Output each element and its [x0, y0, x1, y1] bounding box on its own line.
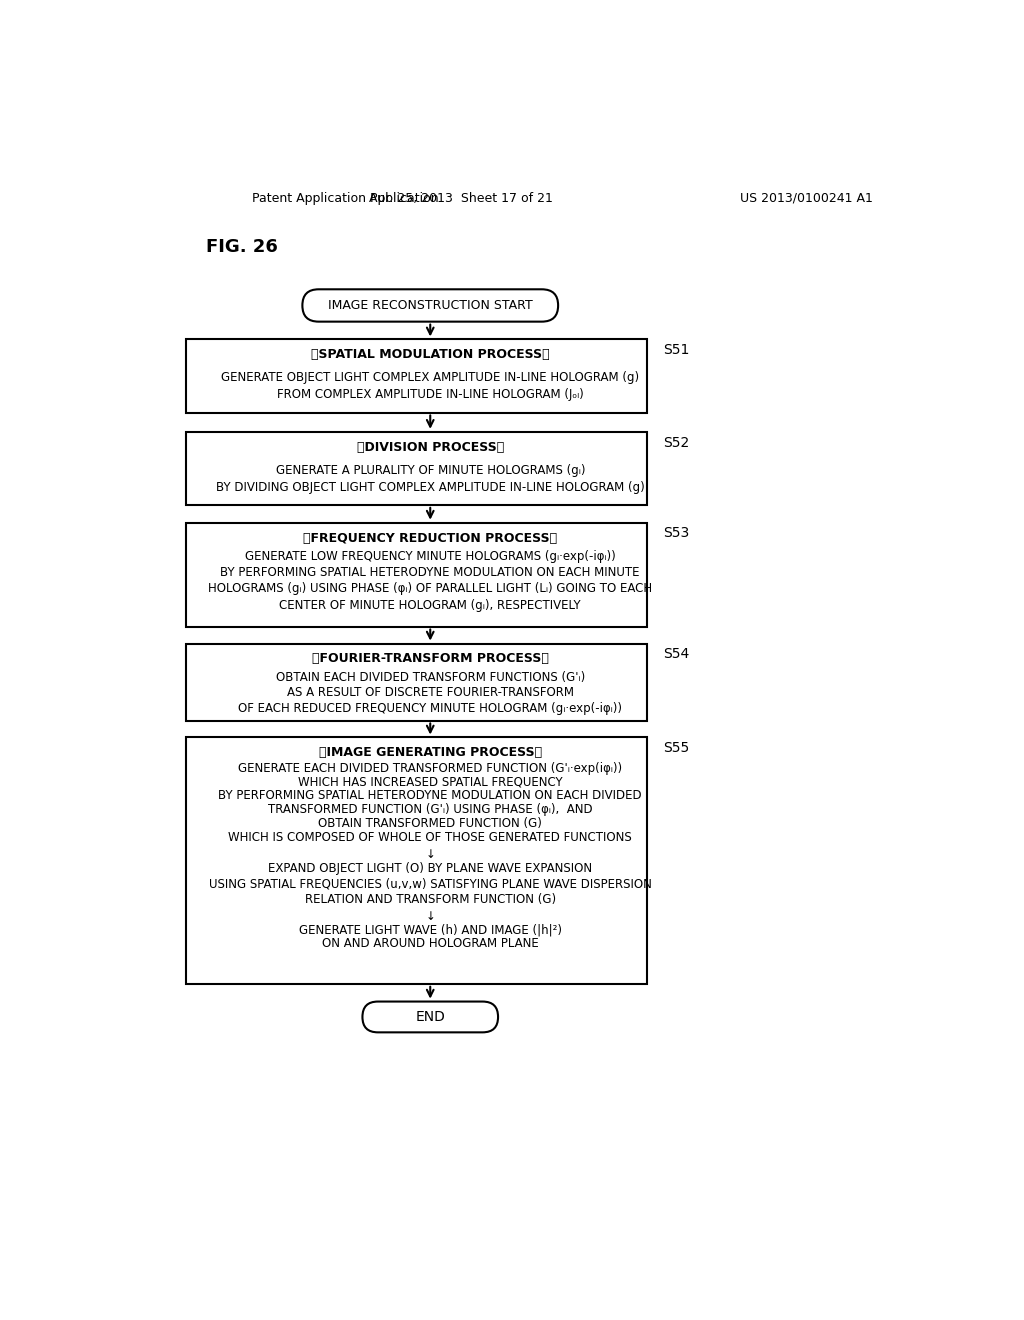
Text: END: END	[416, 1010, 445, 1024]
Text: ↓: ↓	[425, 847, 435, 861]
Bar	[186, 523, 647, 627]
Text: GENERATE EACH DIVIDED TRANSFORMED FUNCTION (G'ᵢ·exp(iφᵢ)): GENERATE EACH DIVIDED TRANSFORMED FUNCTI…	[239, 762, 623, 775]
Text: CENTER OF MINUTE HOLOGRAM (gᵢ), RESPECTIVELY: CENTER OF MINUTE HOLOGRAM (gᵢ), RESPECTI…	[280, 598, 581, 611]
Text: RELATION AND TRANSFORM FUNCTION (G): RELATION AND TRANSFORM FUNCTION (G)	[305, 892, 556, 906]
Text: S54: S54	[663, 647, 689, 661]
Text: ON AND AROUND HOLOGRAM PLANE: ON AND AROUND HOLOGRAM PLANE	[322, 937, 539, 950]
Text: OBTAIN TRANSFORMED FUNCTION (G): OBTAIN TRANSFORMED FUNCTION (G)	[318, 817, 542, 830]
FancyBboxPatch shape	[362, 1002, 498, 1032]
Text: HOLOGRAMS (gᵢ) USING PHASE (φᵢ) OF PARALLEL LIGHT (Lᵢ) GOING TO EACH: HOLOGRAMS (gᵢ) USING PHASE (φᵢ) OF PARAL…	[208, 582, 652, 595]
Text: GENERATE OBJECT LIGHT COMPLEX AMPLITUDE IN-LINE HOLOGRAM (g): GENERATE OBJECT LIGHT COMPLEX AMPLITUDE …	[221, 371, 639, 384]
Text: AS A RESULT OF DISCRETE FOURIER-TRANSFORM: AS A RESULT OF DISCRETE FOURIER-TRANSFOR…	[287, 686, 573, 700]
Text: ↓: ↓	[425, 909, 435, 923]
Bar	[186, 644, 647, 721]
Text: US 2013/0100241 A1: US 2013/0100241 A1	[740, 191, 873, 205]
Bar	[186, 339, 647, 412]
Text: OBTAIN EACH DIVIDED TRANSFORM FUNCTIONS (G'ᵢ): OBTAIN EACH DIVIDED TRANSFORM FUNCTIONS …	[275, 671, 585, 684]
Text: 【FREQUENCY REDUCTION PROCESS】: 【FREQUENCY REDUCTION PROCESS】	[303, 532, 557, 545]
Text: BY PERFORMING SPATIAL HETERODYNE MODULATION ON EACH MINUTE: BY PERFORMING SPATIAL HETERODYNE MODULAT…	[220, 566, 640, 579]
Text: Apr. 25, 2013  Sheet 17 of 21: Apr. 25, 2013 Sheet 17 of 21	[370, 191, 553, 205]
Bar	[186, 432, 647, 506]
Text: TRANSFORMED FUNCTION (G'ᵢ) USING PHASE (φᵢ),  AND: TRANSFORMED FUNCTION (G'ᵢ) USING PHASE (…	[268, 804, 593, 816]
Text: FROM COMPLEX AMPLITUDE IN-LINE HOLOGRAM (Jₒₗ): FROM COMPLEX AMPLITUDE IN-LINE HOLOGRAM …	[276, 388, 584, 401]
Text: USING SPATIAL FREQUENCIES (u,v,w) SATISFYING PLANE WAVE DISPERSION: USING SPATIAL FREQUENCIES (u,v,w) SATISF…	[209, 878, 651, 890]
Text: 【DIVISION PROCESS】: 【DIVISION PROCESS】	[356, 441, 504, 454]
Text: FIG. 26: FIG. 26	[206, 238, 278, 256]
Text: BY DIVIDING OBJECT LIGHT COMPLEX AMPLITUDE IN-LINE HOLOGRAM (g): BY DIVIDING OBJECT LIGHT COMPLEX AMPLITU…	[216, 480, 645, 494]
Text: S55: S55	[663, 742, 689, 755]
Text: GENERATE A PLURALITY OF MINUTE HOLOGRAMS (gᵢ): GENERATE A PLURALITY OF MINUTE HOLOGRAMS…	[275, 463, 585, 477]
Text: GENERATE LOW FREQUENCY MINUTE HOLOGRAMS (gᵢ·exp(-iφᵢ)): GENERATE LOW FREQUENCY MINUTE HOLOGRAMS …	[245, 550, 615, 564]
Text: 【FOURIER-TRANSFORM PROCESS】: 【FOURIER-TRANSFORM PROCESS】	[312, 652, 549, 665]
Text: 【SPATIAL MODULATION PROCESS】: 【SPATIAL MODULATION PROCESS】	[311, 348, 550, 362]
Text: IMAGE RECONSTRUCTION START: IMAGE RECONSTRUCTION START	[328, 298, 532, 312]
Text: BY PERFORMING SPATIAL HETERODYNE MODULATION ON EACH DIVIDED: BY PERFORMING SPATIAL HETERODYNE MODULAT…	[218, 789, 642, 803]
Text: OF EACH REDUCED FREQUENCY MINUTE HOLOGRAM (gᵢ·exp(-iφᵢ)): OF EACH REDUCED FREQUENCY MINUTE HOLOGRA…	[239, 702, 623, 714]
Text: S52: S52	[663, 436, 689, 450]
FancyBboxPatch shape	[302, 289, 558, 322]
Text: 【IMAGE GENERATING PROCESS】: 【IMAGE GENERATING PROCESS】	[318, 746, 542, 759]
Text: WHICH HAS INCREASED SPATIAL FREQUENCY: WHICH HAS INCREASED SPATIAL FREQUENCY	[298, 776, 562, 788]
Text: GENERATE LIGHT WAVE (h) AND IMAGE (|h|²): GENERATE LIGHT WAVE (h) AND IMAGE (|h|²)	[299, 924, 562, 936]
Bar	[186, 738, 647, 983]
Text: EXPAND OBJECT LIGHT (O) BY PLANE WAVE EXPANSION: EXPAND OBJECT LIGHT (O) BY PLANE WAVE EX…	[268, 862, 592, 875]
Text: WHICH IS COMPOSED OF WHOLE OF THOSE GENERATED FUNCTIONS: WHICH IS COMPOSED OF WHOLE OF THOSE GENE…	[228, 832, 632, 843]
Text: Patent Application Publication: Patent Application Publication	[252, 191, 438, 205]
Text: S51: S51	[663, 343, 689, 358]
Text: S53: S53	[663, 527, 689, 540]
